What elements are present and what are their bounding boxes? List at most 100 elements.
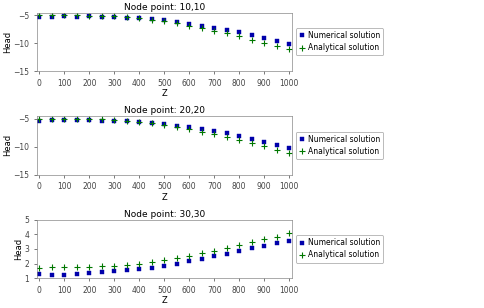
Analytical solution xyxy=(249,241,255,244)
Y-axis label: Head: Head xyxy=(3,31,12,53)
Analytical solution xyxy=(36,266,42,270)
Analytical solution xyxy=(36,117,42,121)
Numerical solution xyxy=(161,18,167,22)
Y-axis label: Head: Head xyxy=(3,134,12,156)
Numerical solution xyxy=(174,124,180,128)
Analytical solution xyxy=(186,254,192,257)
Numerical solution xyxy=(199,128,205,131)
Numerical solution xyxy=(136,17,142,20)
Analytical solution xyxy=(199,252,205,255)
Analytical solution xyxy=(49,265,55,269)
Numerical solution xyxy=(236,249,242,253)
Numerical solution xyxy=(124,119,130,123)
Analytical solution xyxy=(199,26,205,30)
Analytical solution xyxy=(36,14,42,17)
Numerical solution xyxy=(161,122,167,126)
Title: Node point: 30,30: Node point: 30,30 xyxy=(123,210,205,219)
Analytical solution xyxy=(212,132,217,136)
Line: Numerical solution: Numerical solution xyxy=(38,15,291,46)
Analytical solution xyxy=(174,125,180,129)
Numerical solution xyxy=(111,15,117,19)
Numerical solution xyxy=(274,39,280,43)
Line: Analytical solution: Analytical solution xyxy=(36,12,292,52)
Analytical solution xyxy=(124,263,130,267)
Analytical solution xyxy=(274,148,280,152)
Analytical solution xyxy=(174,256,180,260)
Analytical solution xyxy=(111,118,117,122)
Numerical solution xyxy=(49,15,55,18)
Analytical solution xyxy=(236,243,242,247)
Numerical solution xyxy=(274,143,280,147)
Analytical solution xyxy=(261,41,267,44)
Analytical solution xyxy=(86,265,92,268)
Numerical solution xyxy=(286,239,292,243)
Numerical solution xyxy=(74,119,80,122)
Numerical solution xyxy=(249,137,255,140)
Title: Node point: 10,10: Node point: 10,10 xyxy=(123,3,205,12)
Analytical solution xyxy=(99,14,105,18)
Numerical solution xyxy=(124,268,130,272)
Analytical solution xyxy=(124,15,130,19)
Numerical solution xyxy=(36,272,42,276)
Numerical solution xyxy=(161,264,167,268)
Numerical solution xyxy=(212,26,217,30)
Numerical solution xyxy=(136,268,142,271)
Analytical solution xyxy=(149,18,154,22)
Y-axis label: Head: Head xyxy=(14,238,23,260)
Analytical solution xyxy=(61,14,67,17)
Analytical solution xyxy=(199,130,205,134)
Analytical solution xyxy=(61,265,67,269)
Numerical solution xyxy=(86,271,92,275)
Analytical solution xyxy=(249,38,255,41)
Numerical solution xyxy=(286,43,292,46)
Numerical solution xyxy=(74,15,80,18)
Numerical solution xyxy=(86,118,92,122)
Numerical solution xyxy=(186,125,192,129)
Line: Numerical solution: Numerical solution xyxy=(38,118,291,150)
Numerical solution xyxy=(99,270,105,274)
Numerical solution xyxy=(224,252,229,256)
Analytical solution xyxy=(224,32,229,35)
Numerical solution xyxy=(174,262,180,265)
Numerical solution xyxy=(36,119,42,123)
Analytical solution xyxy=(74,265,80,269)
Analytical solution xyxy=(236,34,242,38)
Numerical solution xyxy=(99,119,105,123)
Numerical solution xyxy=(111,269,117,273)
Analytical solution xyxy=(99,118,105,121)
Numerical solution xyxy=(49,273,55,276)
Numerical solution xyxy=(61,14,67,18)
Legend: Numerical solution, Analytical solution: Numerical solution, Analytical solution xyxy=(296,235,383,262)
Numerical solution xyxy=(249,246,255,250)
Analytical solution xyxy=(224,246,229,250)
Numerical solution xyxy=(86,14,92,18)
Numerical solution xyxy=(74,272,80,276)
Numerical solution xyxy=(274,241,280,245)
Analytical solution xyxy=(49,14,55,17)
Numerical solution xyxy=(286,146,292,150)
Analytical solution xyxy=(111,14,117,18)
Analytical solution xyxy=(186,24,192,27)
Numerical solution xyxy=(61,118,67,122)
Numerical solution xyxy=(261,140,267,144)
Legend: Numerical solution, Analytical solution: Numerical solution, Analytical solution xyxy=(296,28,383,55)
Analytical solution xyxy=(136,120,142,124)
Numerical solution xyxy=(99,15,105,19)
Line: Numerical solution: Numerical solution xyxy=(38,239,291,277)
Numerical solution xyxy=(249,33,255,37)
Numerical solution xyxy=(174,20,180,24)
Analytical solution xyxy=(224,135,229,139)
Line: Analytical solution: Analytical solution xyxy=(36,116,292,156)
Numerical solution xyxy=(149,17,154,21)
Analytical solution xyxy=(286,47,292,51)
Numerical solution xyxy=(149,121,154,125)
Analytical solution xyxy=(86,117,92,121)
Numerical solution xyxy=(224,28,229,32)
Analytical solution xyxy=(186,128,192,131)
Analytical solution xyxy=(236,138,242,142)
Line: Analytical solution: Analytical solution xyxy=(36,230,292,271)
Analytical solution xyxy=(111,264,117,268)
Analytical solution xyxy=(74,14,80,17)
Analytical solution xyxy=(149,122,154,125)
Numerical solution xyxy=(212,254,217,258)
